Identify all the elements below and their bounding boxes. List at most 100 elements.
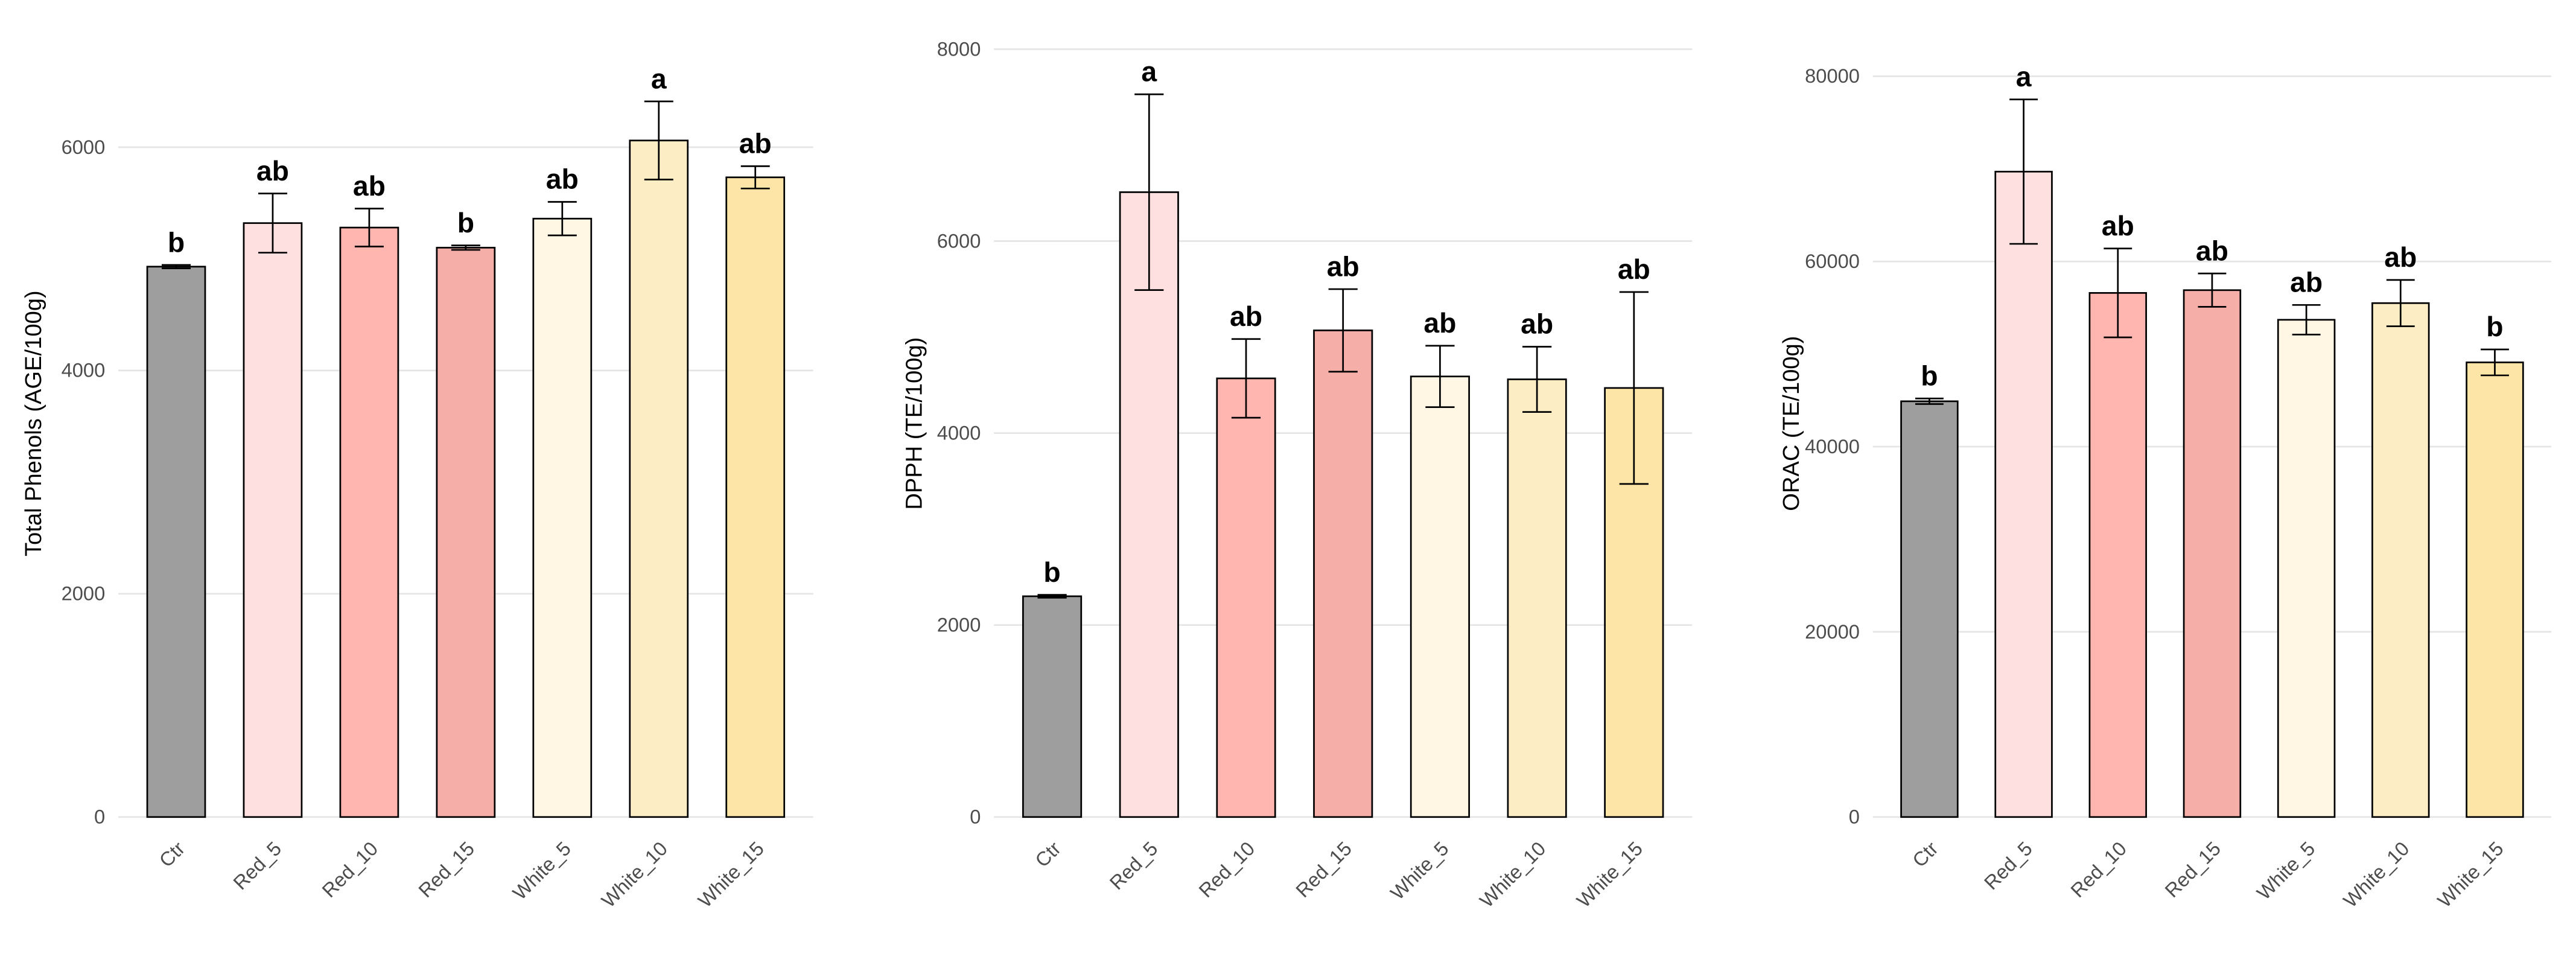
error-bar <box>2104 247 2132 339</box>
y-tick-label: 80000 <box>1805 65 1860 87</box>
x-tick-label: Red_10 <box>317 837 382 902</box>
error-bar <box>1522 346 1552 413</box>
panel: 0 20000 40000 60000 80000 ORAC (TE/100g) b Ctr a… <box>1779 61 2552 912</box>
bar <box>1994 171 2053 818</box>
significance-letter: ab <box>739 128 772 159</box>
error-bar <box>2292 304 2321 336</box>
bar <box>243 222 303 818</box>
x-tick-label: White_5 <box>1386 837 1453 904</box>
y-tick-label: 0 <box>94 806 105 828</box>
bar <box>2088 292 2147 818</box>
error-bar <box>162 264 191 269</box>
significance-letter: ab <box>2290 267 2323 298</box>
error-bar <box>2009 98 2038 245</box>
significance-letter: b <box>1043 556 1060 588</box>
bar <box>629 139 689 818</box>
significance-letter: b <box>457 207 474 238</box>
bar <box>1119 191 1179 818</box>
bar <box>2277 319 2336 818</box>
x-tick-label: Ctr <box>1908 837 1942 871</box>
bar <box>1022 595 1083 818</box>
significance-letter: a <box>651 63 667 94</box>
significance-letter: ab <box>353 170 386 202</box>
significance-letter: ab <box>2102 210 2134 241</box>
x-tick-label: White_15 <box>693 837 768 912</box>
y-tick-label: 40000 <box>1805 435 1860 457</box>
error-bar <box>258 193 287 254</box>
bar <box>2371 302 2430 818</box>
error-bar <box>644 100 673 180</box>
significance-letter: ab <box>1327 250 1360 282</box>
significance-letter: ab <box>1230 301 1262 332</box>
bar <box>339 226 399 818</box>
significance-letter: a <box>2016 61 2032 92</box>
bar <box>532 217 593 818</box>
error-bar <box>2386 279 2415 327</box>
significance-letter: b <box>1921 360 1938 392</box>
x-tick-label: Red_10 <box>2066 837 2131 902</box>
error-bar <box>451 244 480 251</box>
error-bar <box>1037 594 1067 599</box>
x-tick-label: Red_15 <box>1291 837 1356 902</box>
y-axis-label: Total Phenols (AGE/100g) <box>21 290 46 556</box>
significance-letter: ab <box>256 155 289 186</box>
y-tick-label: 6000 <box>62 136 106 158</box>
bar <box>1216 377 1276 818</box>
significance-letter: a <box>1141 56 1157 87</box>
significance-letter: ab <box>2384 241 2417 273</box>
bar <box>1507 378 1567 818</box>
error-bar <box>547 201 577 237</box>
x-tick-label: White_5 <box>508 837 575 904</box>
y-axis-label: DPPH (TE/100g) <box>902 337 927 510</box>
y-axis-label: ORAC (TE/100g) <box>1779 336 1804 511</box>
significance-letter: ab <box>1618 253 1650 285</box>
error-bar <box>1619 291 1649 485</box>
y-tick-label: 60000 <box>1805 250 1860 272</box>
bar <box>2183 289 2242 818</box>
significance-letter: ab <box>1423 307 1456 339</box>
x-tick-label: Red_5 <box>229 837 285 894</box>
x-tick-label: Red_15 <box>2160 837 2225 902</box>
x-tick-label: Ctr <box>1031 837 1065 871</box>
x-tick-label: Red_5 <box>1105 837 1162 894</box>
significance-letter: b <box>2486 311 2503 342</box>
y-tick-label: 20000 <box>1805 620 1860 643</box>
significance-letter: ab <box>546 164 579 195</box>
bar <box>1410 375 1470 818</box>
error-bar <box>740 165 770 190</box>
error-bar <box>2481 348 2509 377</box>
bar <box>1900 400 1959 818</box>
bar <box>436 247 496 818</box>
y-tick-label: 4000 <box>62 359 106 381</box>
panel: 0 2000 4000 6000 Total Phenols (AGE/100g) b Ct… <box>21 63 813 912</box>
error-bar <box>354 208 384 247</box>
x-tick-label: White_15 <box>2433 837 2508 912</box>
x-tick-label: Ctr <box>154 837 189 871</box>
y-tick-label: 4000 <box>937 422 981 444</box>
significance-letter: b <box>168 226 185 258</box>
bar <box>725 176 786 818</box>
x-tick-label: White_10 <box>2339 837 2414 912</box>
x-tick-label: White_10 <box>597 837 672 912</box>
y-tick-label: 2000 <box>62 582 106 605</box>
error-bar <box>1425 345 1455 409</box>
y-tick-label: 8000 <box>937 37 981 60</box>
bar <box>146 266 206 818</box>
x-tick-label: Red_10 <box>1194 837 1259 902</box>
y-tick-label: 0 <box>1849 806 1860 828</box>
error-bar <box>2198 272 2227 308</box>
error-bar <box>1134 93 1164 291</box>
x-tick-label: Red_15 <box>414 837 479 902</box>
error-bar <box>1231 338 1261 419</box>
x-tick-label: White_15 <box>1572 837 1647 912</box>
bar <box>2466 362 2524 818</box>
significance-letter: ab <box>1521 308 1553 340</box>
error-bar <box>1328 288 1358 373</box>
x-tick-label: Red_5 <box>1980 837 2037 894</box>
x-tick-label: White_10 <box>1475 837 1550 912</box>
y-tick-label: 6000 <box>937 229 981 252</box>
significance-letter: ab <box>2196 235 2228 266</box>
error-bar <box>1915 397 1944 405</box>
